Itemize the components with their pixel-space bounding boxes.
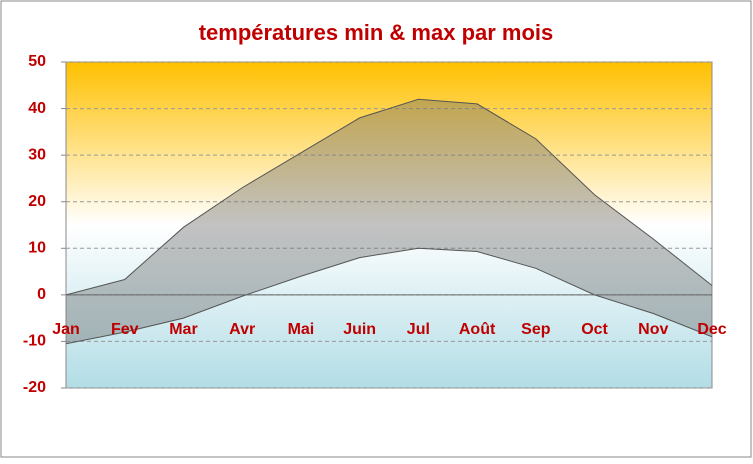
series-line	[65, 247, 713, 345]
x-tick-label: Oct	[581, 321, 608, 338]
x-tick-label: Mar	[169, 321, 197, 338]
range-band	[66, 99, 712, 344]
x-tick-label: Jan	[52, 321, 80, 338]
x-tick-label: Jul	[407, 321, 430, 338]
y-tick-label: 0	[37, 286, 46, 303]
y-tick-label: 30	[28, 146, 46, 163]
x-tick-label: Juin	[343, 321, 376, 338]
x-tick-label: Mai	[288, 321, 315, 338]
x-tick-label: Fev	[111, 321, 139, 338]
x-tick-label: Août	[459, 321, 496, 338]
y-tick-label: 10	[28, 240, 46, 257]
series-line	[65, 98, 713, 296]
x-tick-label: Dec	[697, 321, 726, 338]
y-tick-label: 40	[28, 100, 46, 117]
x-tick-label: Avr	[229, 321, 255, 338]
y-tick-label: 20	[28, 193, 46, 210]
x-tick-label: Nov	[638, 321, 668, 338]
y-tick-label: -20	[23, 379, 46, 396]
plot-area	[65, 61, 713, 389]
y-tick-label: -10	[23, 333, 46, 350]
chart-title: températures min & max par mois	[199, 20, 554, 45]
x-tick-label: Sep	[521, 321, 551, 338]
y-tick-label: 50	[28, 53, 46, 70]
